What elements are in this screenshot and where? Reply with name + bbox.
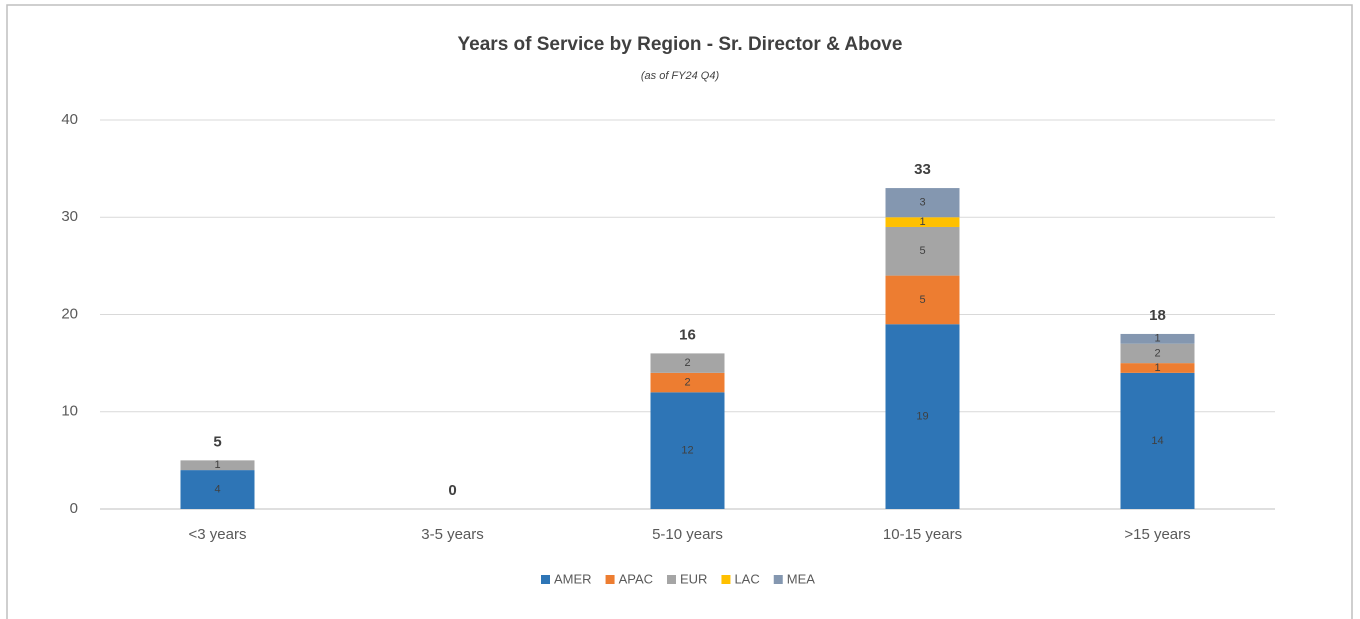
total-label: 5 <box>213 433 221 450</box>
bar-segment <box>1120 363 1195 373</box>
bar-segment <box>885 188 960 218</box>
legend-swatch <box>541 575 550 584</box>
legend-label: LAC <box>734 571 759 586</box>
total-label: 18 <box>1149 307 1166 324</box>
legend-swatch <box>667 575 676 584</box>
legend-swatch <box>721 575 731 584</box>
data-label: 2 <box>1154 347 1160 359</box>
x-tick-label: 5-10 years <box>652 526 723 543</box>
total-label: 0 <box>448 482 456 499</box>
data-label: 3 <box>919 197 925 209</box>
bar-segment <box>1120 343 1195 364</box>
legend-swatch <box>773 575 783 584</box>
data-label: 4 <box>214 483 220 495</box>
data-label: 5 <box>919 294 925 306</box>
legend-label: MEA <box>787 571 816 586</box>
data-label: 1 <box>1154 362 1160 374</box>
y-tick-label: 0 <box>70 500 78 517</box>
data-label: 19 <box>916 411 928 423</box>
legend-label: APAC <box>619 571 653 586</box>
bar-segment <box>180 470 255 509</box>
y-tick-label: 40 <box>61 111 78 128</box>
bar-segment <box>885 324 960 509</box>
bar-segment <box>1120 333 1195 344</box>
bar-segment <box>885 226 960 276</box>
data-label: 2 <box>684 357 690 369</box>
frame <box>6 4 1353 619</box>
legend-swatch <box>605 575 615 584</box>
x-tick-label: 3-5 years <box>421 526 484 543</box>
data-label: 1 <box>919 216 925 228</box>
bar-segment <box>650 372 725 393</box>
bar-segment <box>1120 372 1195 509</box>
bar-segment <box>650 353 725 373</box>
data-label: 1 <box>1154 333 1160 345</box>
y-tick-label: 20 <box>61 305 78 322</box>
legend-label: AMER <box>554 571 592 586</box>
total-label: 16 <box>679 326 696 343</box>
bar-segment <box>180 460 255 471</box>
data-label: 1 <box>214 459 220 471</box>
y-tick-label: 10 <box>61 403 78 420</box>
bar-segment <box>885 275 960 325</box>
bar-segment <box>885 217 960 227</box>
legend-label: EUR <box>680 571 707 586</box>
x-tick-label: >15 years <box>1124 526 1190 543</box>
data-label: 2 <box>684 376 690 388</box>
chart-title: Years of Service by Region - Sr. Directo… <box>458 34 903 55</box>
data-label: 5 <box>919 245 925 257</box>
x-tick-label: <3 years <box>189 526 247 543</box>
x-tick-label: 10-15 years <box>883 526 962 543</box>
bar-segment <box>650 392 725 509</box>
data-label: 12 <box>681 445 693 457</box>
total-label: 33 <box>914 161 931 178</box>
y-tick-label: 30 <box>61 208 78 225</box>
data-label: 14 <box>1151 435 1163 447</box>
chart-subtitle: (as of FY24 Q4) <box>641 70 720 82</box>
